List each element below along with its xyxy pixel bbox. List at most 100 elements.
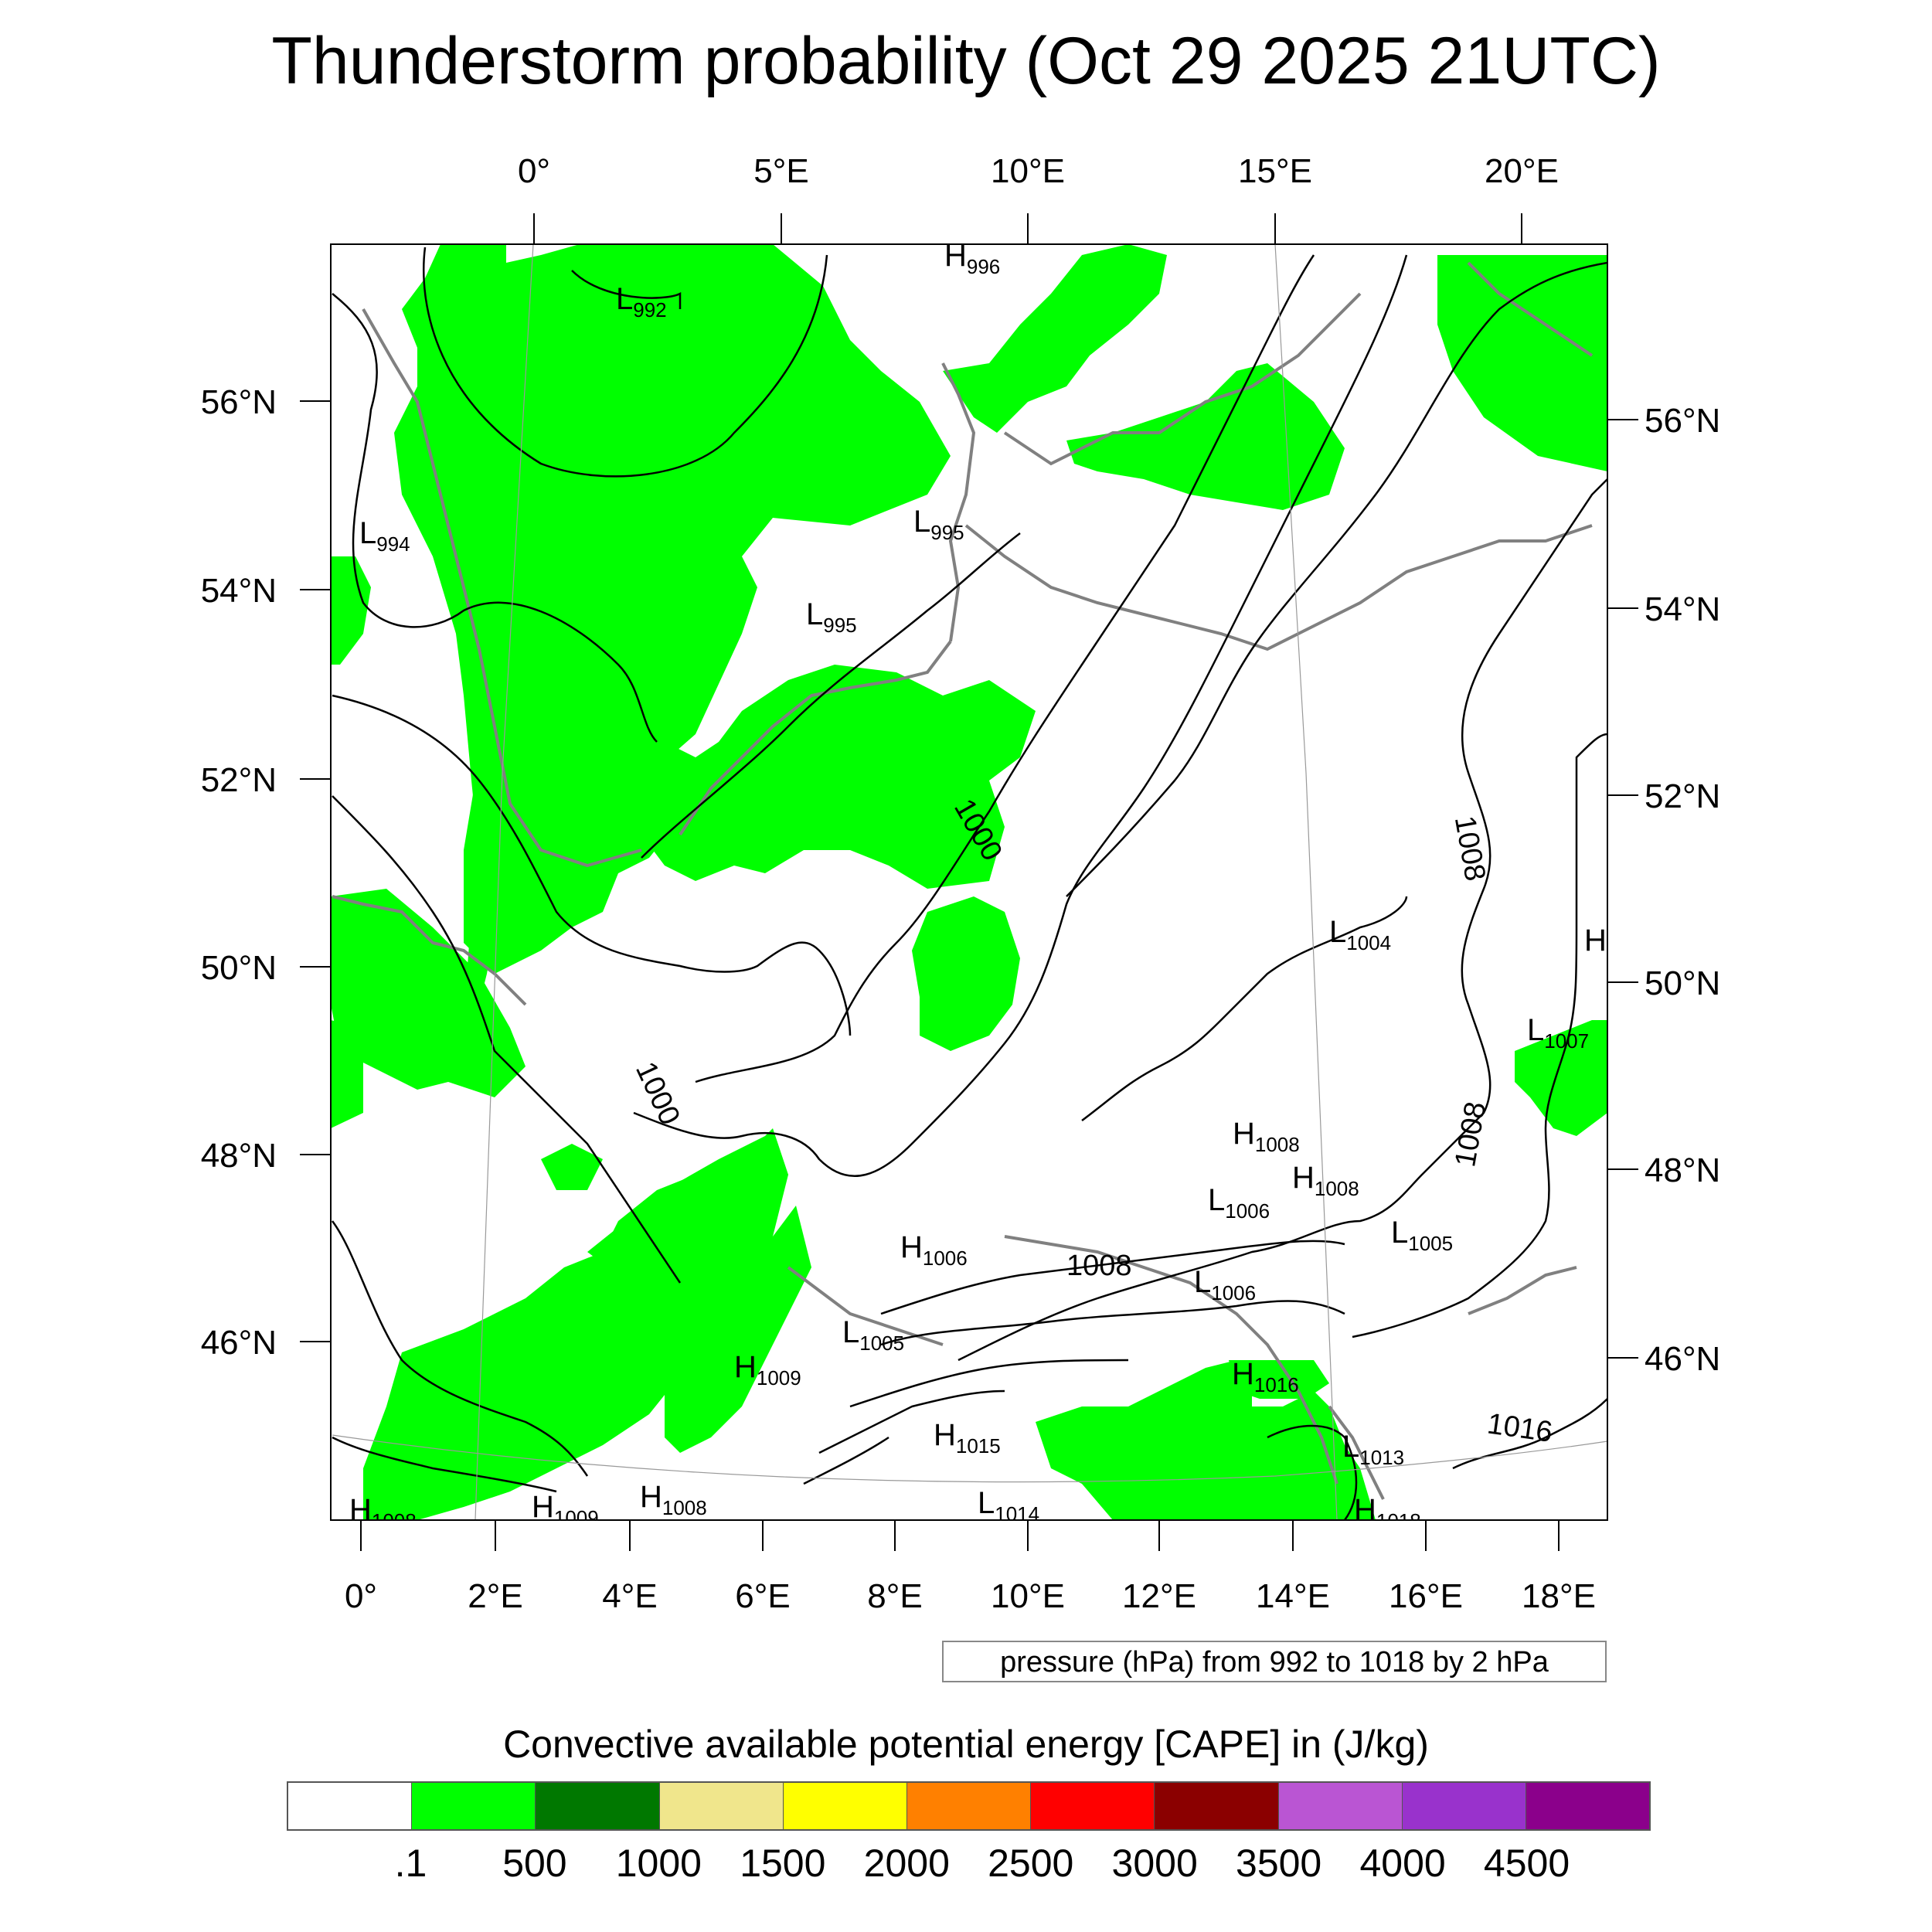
high-pressure-label: H996 xyxy=(944,239,1000,278)
colorbar-swatch xyxy=(412,1783,536,1829)
coast-med-france xyxy=(787,1266,944,1346)
right-lat-label: 52°N xyxy=(1645,777,1720,815)
colorbar-tick-label: 3000 xyxy=(1111,1842,1198,1885)
top-lon-label: 10°E xyxy=(991,152,1065,190)
isobar-alps-5 xyxy=(803,1436,889,1485)
coast-denmark xyxy=(941,362,976,642)
cape-area-adriatic xyxy=(1036,1360,1376,1520)
top-lon-label: 0° xyxy=(518,152,550,190)
high-pressure-label: H1008 xyxy=(1233,1117,1300,1156)
colorbar-swatch xyxy=(659,1783,784,1829)
colorbar-swatch xyxy=(906,1783,1032,1829)
right-lat-label: 48°N xyxy=(1645,1151,1720,1189)
high-pressure-label: H1009 xyxy=(532,1490,599,1529)
cape-area-sweden xyxy=(1066,363,1345,510)
colorbar-tick-label: 1500 xyxy=(740,1842,826,1885)
low-pressure-label: L1005 xyxy=(842,1315,904,1355)
border-east xyxy=(1468,1266,1577,1315)
low-pressure-label: L1014 xyxy=(978,1486,1039,1526)
colorbar-swatch xyxy=(1155,1783,1279,1829)
colorbar-tick-label: 500 xyxy=(502,1842,567,1885)
bottom-lon-label: 4°E xyxy=(602,1577,657,1615)
top-lon-label: 5°E xyxy=(753,152,808,190)
isobar-sw-1 xyxy=(331,1220,589,1477)
left-lat-label: 48°N xyxy=(201,1137,277,1175)
pressure-info-box: pressure (hPa) from 992 to 1018 by 2 hPa xyxy=(942,1641,1607,1682)
colorbar-tick-label: 4000 xyxy=(1359,1842,1446,1885)
left-lat-label: 52°N xyxy=(201,761,277,799)
contour-label: 1008 xyxy=(1066,1250,1132,1282)
colorbar-swatch xyxy=(1526,1783,1650,1829)
isobar-994 xyxy=(332,293,658,743)
coast-baltic xyxy=(964,524,1593,651)
right-lat-label: 54°N xyxy=(1645,590,1720,628)
cape-area-channel xyxy=(464,726,742,974)
bottom-lon-label: 10°E xyxy=(991,1577,1065,1615)
cape-area-france-west xyxy=(331,889,526,1097)
isobar-alps-1 xyxy=(880,1240,1345,1315)
colorbar-tick-label: 2500 xyxy=(988,1842,1074,1885)
pressure-centers: H996 L992 L994 L995 L995 L1004 H L1007 H1008 H100… xyxy=(349,239,1607,1532)
cape-area-croatia xyxy=(1229,1360,1329,1399)
bottom-lon-label: 6°E xyxy=(735,1577,790,1615)
graticule-lat-45n xyxy=(332,1434,1607,1483)
high-pressure-label: H1009 xyxy=(734,1350,801,1389)
cape-area-germany-west xyxy=(912,896,1020,1051)
isobar-1008-a xyxy=(957,478,1607,1362)
colorbar-swatch xyxy=(1031,1783,1155,1829)
coast-nl-de xyxy=(679,640,952,836)
left-lat-label: 54°N xyxy=(201,572,277,610)
high-pressure-label: H1008 xyxy=(640,1480,707,1519)
bottom-lon-label: 16°E xyxy=(1389,1577,1463,1615)
isobar-992 xyxy=(422,247,828,478)
map-frame xyxy=(330,243,1608,1521)
chart-title: Thunderstorm probability (Oct 29 2025 21… xyxy=(271,24,1661,98)
bottom-lon-label: 18°E xyxy=(1522,1577,1596,1615)
right-lat-label: 46°N xyxy=(1645,1340,1720,1378)
colorbar-tick-label: 4500 xyxy=(1483,1842,1570,1885)
colorbar-swatch xyxy=(536,1783,660,1829)
isobar-alps-3 xyxy=(849,1359,1129,1408)
cape-area-bay-biscay xyxy=(331,1020,363,1128)
colorbar-swatch xyxy=(783,1783,907,1829)
high-pressure-label: H1016 xyxy=(1232,1357,1299,1396)
isobar-1008-b xyxy=(1081,896,1408,1121)
high-pressure-label: H1018 xyxy=(1354,1493,1421,1532)
low-pressure-label: L992 xyxy=(616,282,667,321)
colorbar-swatch xyxy=(288,1783,413,1829)
isobar-1000-a xyxy=(332,795,682,1284)
colorbar-swatch xyxy=(1402,1783,1526,1829)
cape-area-hungary-east xyxy=(1515,1020,1607,1136)
colorbar-swatch xyxy=(1278,1783,1403,1829)
graticule xyxy=(332,244,1607,1520)
graticule-lon-0 xyxy=(474,244,534,1520)
coast-sweden xyxy=(1003,292,1362,466)
colorbar-tick-label: .1 xyxy=(394,1842,427,1885)
isobar-se-1 xyxy=(1267,1424,1358,1520)
cape-area-denmark-baltic xyxy=(943,244,1167,433)
cape-area-benelux xyxy=(641,665,1036,889)
isobar-1016 xyxy=(1452,1398,1607,1470)
coastlines xyxy=(332,261,1594,1500)
cape-area-baltic-ne xyxy=(1437,255,1607,471)
coast-croatia xyxy=(1328,1405,1385,1500)
isobar-sw-2 xyxy=(332,1436,557,1493)
low-pressure-label: L1005 xyxy=(1391,1216,1453,1255)
low-pressure-label: L1013 xyxy=(1342,1430,1404,1469)
isobars xyxy=(331,247,1607,1520)
cape-field xyxy=(331,244,1607,1520)
cape-area-alps-west xyxy=(587,1136,788,1275)
high-pressure-label: H1006 xyxy=(900,1230,968,1270)
coast-finland xyxy=(1467,261,1594,357)
top-lon-label: 20°E xyxy=(1485,152,1559,190)
bottom-lon-label: 0° xyxy=(345,1577,377,1615)
right-lat-label: 56°N xyxy=(1645,402,1720,440)
colorbar-tick-label: 2000 xyxy=(863,1842,950,1885)
low-pressure-label: L995 xyxy=(913,505,964,544)
cape-area-small-1 xyxy=(541,1144,603,1190)
top-ticks xyxy=(533,213,1522,244)
isobar-995-a xyxy=(332,694,852,1036)
cape-area-ireland xyxy=(331,556,371,665)
isobar-1004 xyxy=(1066,261,1607,897)
